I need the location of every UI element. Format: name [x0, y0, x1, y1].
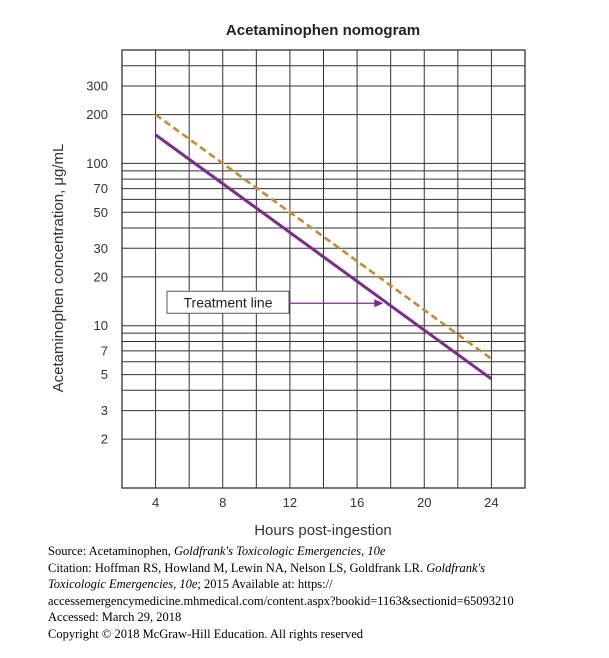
y-tick-label: 30	[94, 241, 108, 256]
plot-frame	[121, 49, 526, 489]
citation-book-title-end: Toxicologic Emergencies, 10e	[48, 577, 198, 592]
y-tick-label: 300	[86, 79, 108, 94]
citation-url[interactable]: accessemergencymedicine.mhmedical.com/co…	[48, 593, 514, 608]
y-tick-label: 3	[101, 403, 108, 418]
x-tick-label: 4	[152, 495, 159, 510]
y-axis-ticks: 2 3 5 7 10 20 30 50 70 100 200 300	[86, 79, 108, 447]
y-tick-label: 7	[101, 343, 108, 358]
x-tick-label: 20	[417, 495, 431, 510]
x-tick-label: 12	[283, 495, 297, 510]
y-tick-label: 10	[94, 318, 108, 333]
citation-book-title-start: Goldfrank's	[426, 560, 486, 575]
series-layer	[154, 113, 493, 381]
x-tick-label: 24	[484, 495, 498, 510]
y-tick-label: 50	[94, 205, 108, 220]
x-axis-label: Hours post-ingestion	[254, 522, 392, 539]
accessed-date: Accessed: March 29, 2018	[48, 610, 182, 625]
source-prefix: Source: Acetaminophen,	[48, 544, 175, 558]
citation-authors: Citation: Hoffman RS, Howland M, Lewin N…	[48, 560, 427, 575]
y-tick-label: 2	[101, 432, 108, 447]
treatment-line	[154, 133, 493, 381]
annotation-box	[166, 290, 290, 314]
source-book-title: Goldfrank's Toxicologic Emergencies, 10e	[174, 544, 386, 558]
citation-available: ; 2015 Available at: https://	[197, 577, 333, 592]
x-tick-label: 16	[350, 495, 364, 510]
y-tick-label: 200	[86, 107, 108, 122]
y-tick-label: 20	[94, 269, 108, 284]
x-axis-ticks: 4 8 12 16 20 24	[152, 495, 499, 510]
y-tick-label: 100	[86, 156, 108, 171]
citation-line: Citation: Hoffman RS, Howland M, Lewin N…	[48, 560, 603, 577]
copyright-notice: Copyright © 2018 McGraw-Hill Education. …	[48, 626, 363, 641]
dashed-line	[154, 113, 493, 360]
chart-title: Acetaminophen nomogram	[226, 22, 420, 39]
y-tick-label: 70	[94, 181, 108, 196]
annotation-label: Treatment line	[184, 294, 273, 310]
citation-line-cont: Toxicologic Emergencies, 10e; 2015 Avail…	[48, 576, 603, 593]
annotation-arrow-head	[374, 299, 384, 308]
x-tick-label: 8	[219, 495, 226, 510]
grid	[122, 50, 525, 488]
annotation-layer: Treatment line	[166, 290, 384, 314]
nomogram-chart: Acetaminophen nomogram 2 3 5 7 10 20 30 50 70 100…	[50, 22, 526, 539]
source-line: Source: Acetaminophen, Goldfrank's Toxic…	[48, 543, 603, 560]
y-axis-label: Acetaminophen concentration, μg/mL	[50, 144, 67, 393]
source-citation: Source: Acetaminophen, Goldfrank's Toxic…	[48, 543, 603, 643]
y-tick-label: 5	[101, 367, 108, 382]
